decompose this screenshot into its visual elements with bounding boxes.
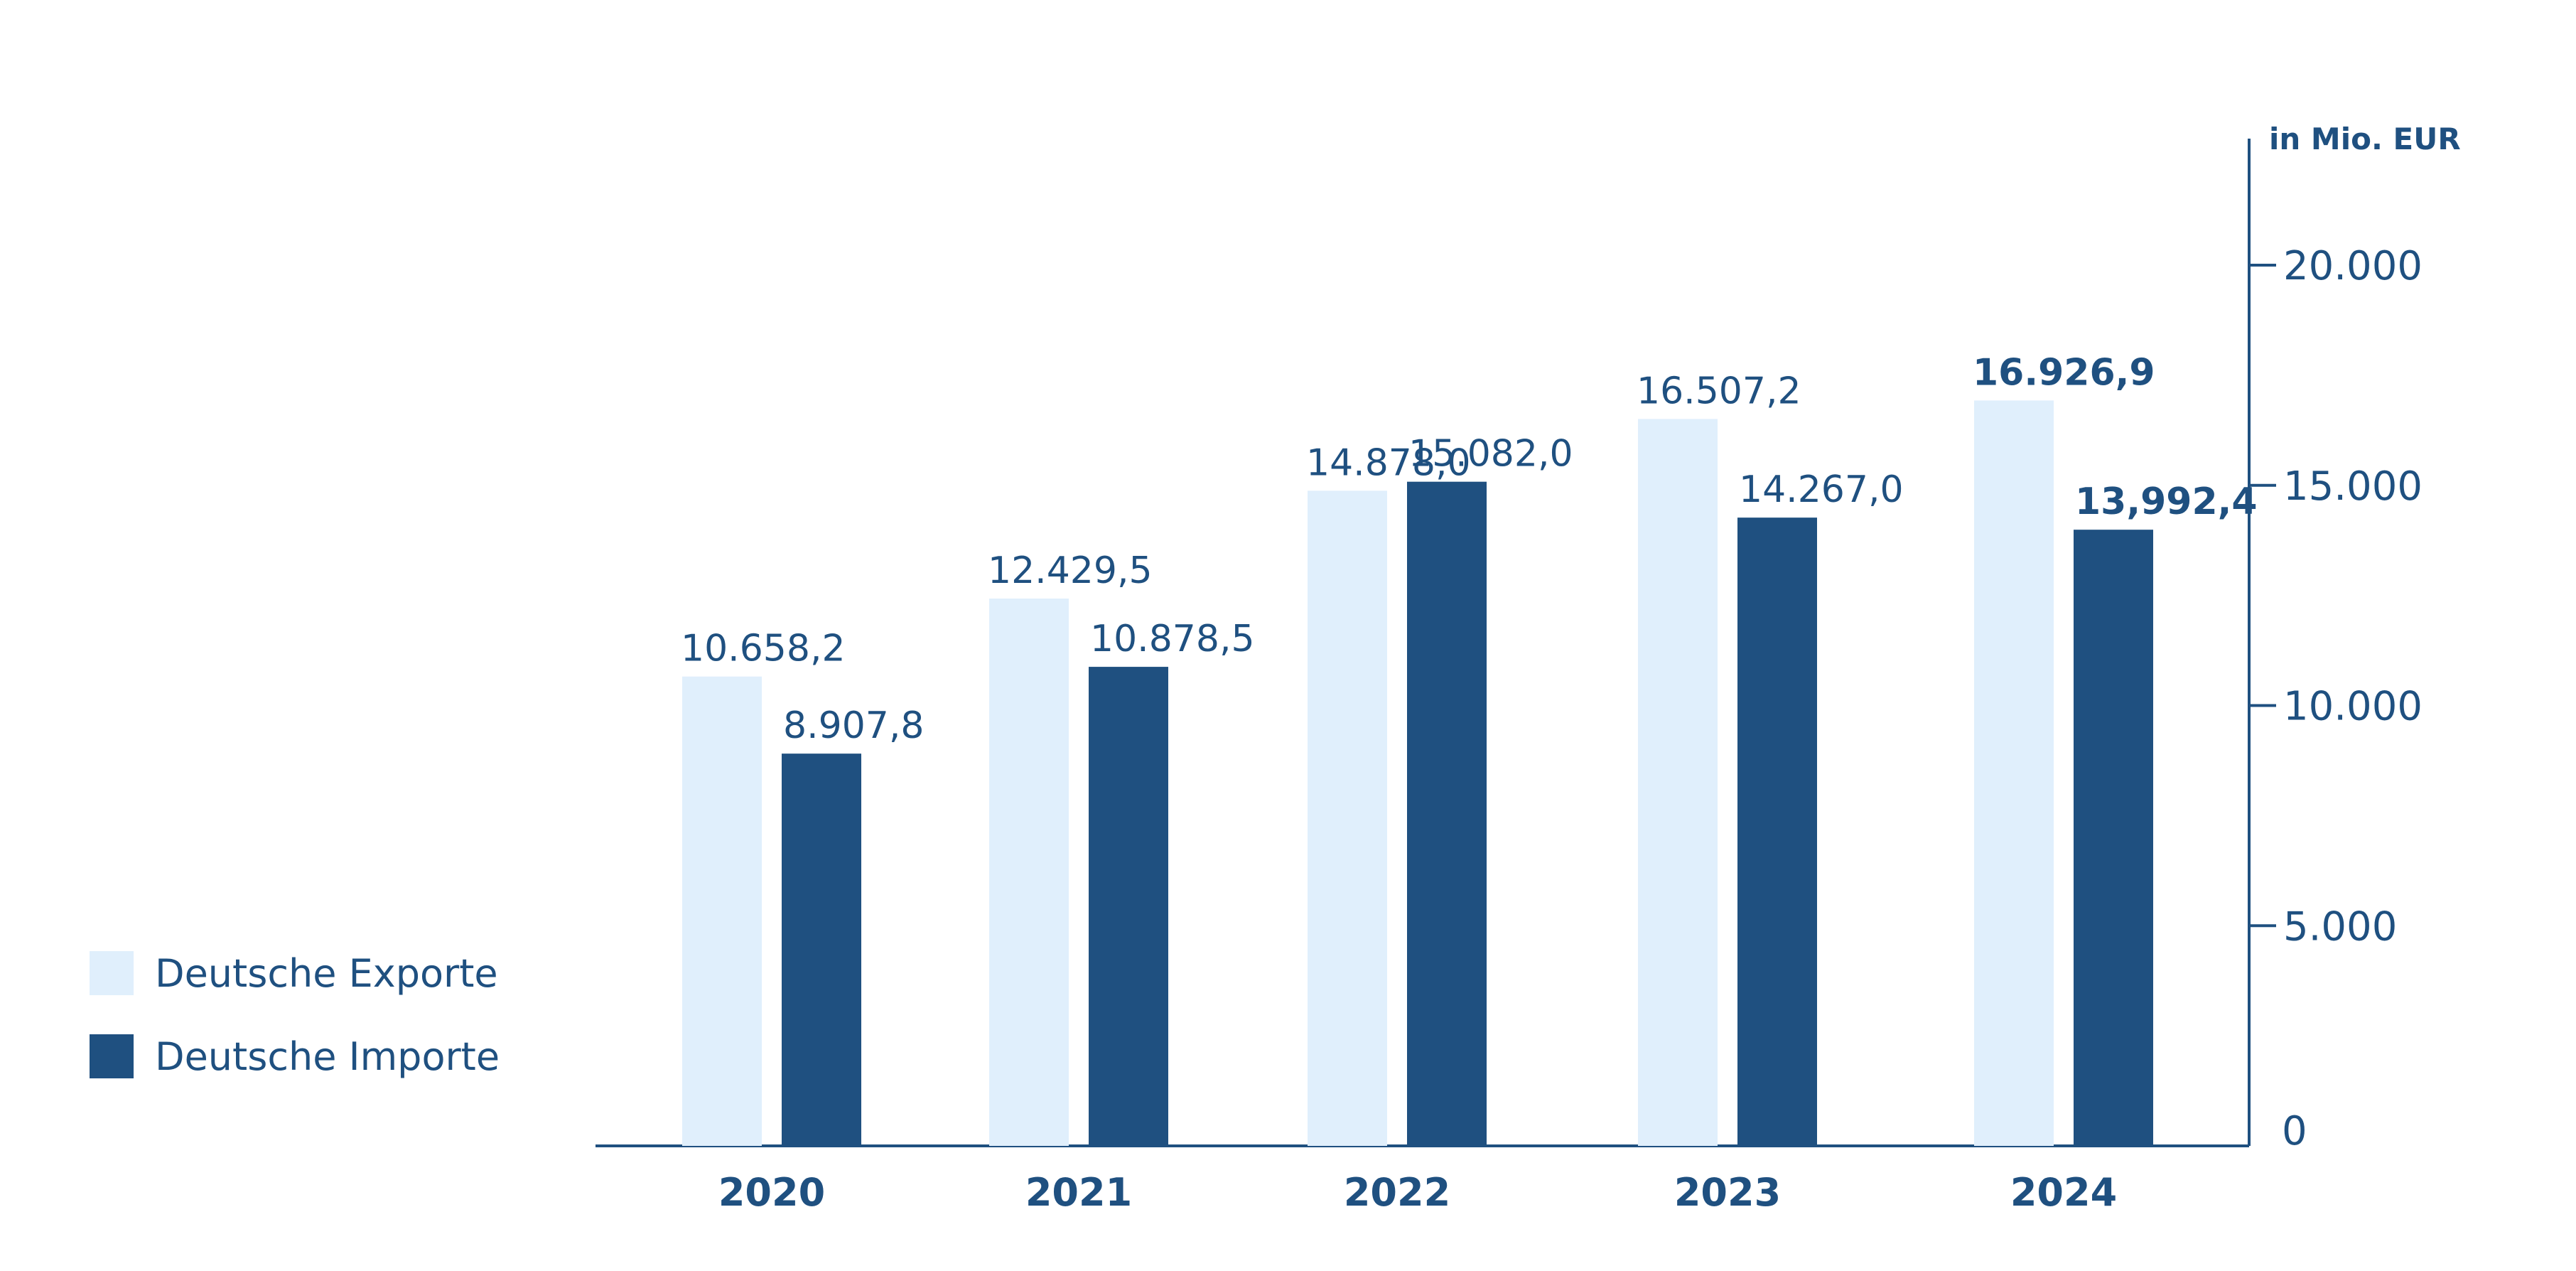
bar-imports — [1407, 481, 1487, 1146]
data-label-imports: 14.267,0 — [1739, 468, 1904, 511]
legend-swatch-imports — [90, 1034, 134, 1078]
data-label-exports: 10.658,2 — [681, 628, 846, 670]
bar-imports — [1737, 517, 1817, 1146]
bar-imports — [2074, 530, 2153, 1146]
data-label-exports: 16.507,2 — [1637, 370, 1801, 412]
y-tick-label: 15.000 — [2283, 463, 2423, 510]
bar-exports — [1974, 400, 2054, 1146]
bar-exports — [682, 676, 762, 1146]
data-label-imports: 10.878,5 — [1090, 618, 1255, 660]
data-label-exports: 12.429,5 — [988, 549, 1153, 592]
data-label-imports: 8.907,8 — [783, 704, 924, 747]
legend: Deutsche Exporte Deutsche Importe — [90, 951, 500, 1079]
y-axis-unit-label: in Mio. EUR — [2269, 122, 2461, 156]
bar-imports — [1089, 667, 1168, 1146]
y-tick-label: 5.000 — [2283, 903, 2397, 950]
bar-exports — [1638, 419, 1718, 1146]
data-label-exports: 16.926,9 — [1973, 351, 2155, 394]
legend-label-imports: Deutsche Importe — [155, 1034, 500, 1079]
bar-exports — [1308, 490, 1387, 1146]
legend-label-exports: Deutsche Exporte — [155, 951, 498, 996]
x-category-label: 2022 — [1344, 1170, 1450, 1215]
legend-swatch-exports — [90, 951, 134, 995]
data-label-imports: 15.082,0 — [1408, 433, 1573, 476]
x-category-label: 2024 — [2010, 1170, 2117, 1215]
bar-imports — [782, 754, 861, 1146]
y-tick-label: 10.000 — [2283, 684, 2423, 730]
x-category-label: 2020 — [718, 1170, 825, 1215]
data-labels: 10.658,28.907,812.429,510.878,514.878,01… — [681, 351, 2258, 747]
axes: in Mio. EUR 0 5.000 10.000 15.000 20.000 2020 2… — [596, 122, 2461, 1215]
y-tick-label: 20.000 — [2283, 243, 2423, 289]
bar-exports — [989, 598, 1069, 1146]
data-label-imports: 13,992,4 — [2075, 481, 2258, 523]
data-label-exports: 14.878,0 — [1306, 441, 1471, 484]
bars — [682, 400, 2153, 1146]
x-category-label: 2021 — [1025, 1170, 1132, 1215]
x-category-label: 2023 — [1674, 1170, 1781, 1215]
y-tick-label: 0 — [2282, 1108, 2307, 1154]
